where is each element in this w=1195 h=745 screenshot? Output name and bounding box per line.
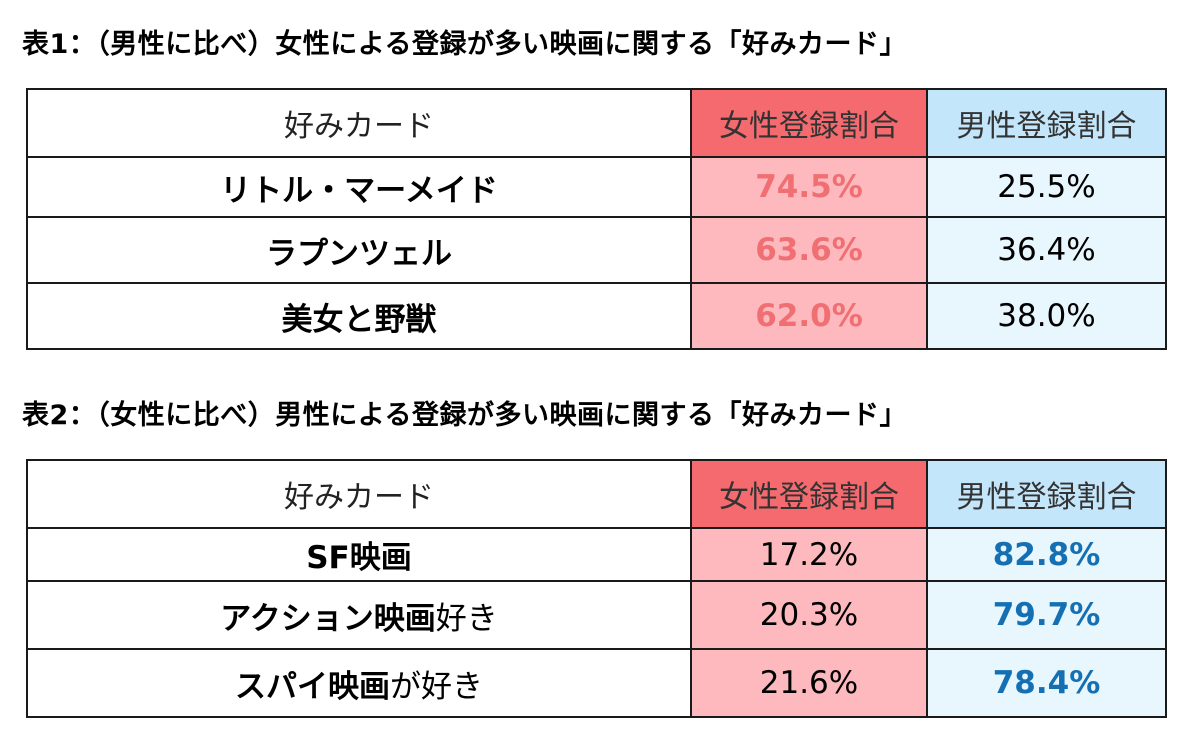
header-male-ratio: 男性登録割合 — [926, 459, 1167, 529]
female-ratio-cell: 63.6% — [690, 216, 928, 284]
male-ratio-cell: 82.8% — [926, 527, 1167, 582]
male-ratio-cell: 38.0% — [926, 282, 1167, 350]
female-ratio-cell: 74.5% — [690, 156, 928, 218]
male-ratio-cell: 25.5% — [926, 156, 1167, 218]
table-row: ラプンツェル 63.6% 36.4% — [26, 216, 1167, 284]
table-row: リトル・マーメイド 74.5% 25.5% — [26, 156, 1167, 218]
card-name: SF映画 — [26, 527, 692, 582]
female-ratio-cell: 20.3% — [690, 580, 928, 650]
header-card: 好みカード — [26, 88, 692, 158]
female-ratio-cell: 17.2% — [690, 527, 928, 582]
card-name: アクション映画好き — [26, 580, 692, 650]
table-header-row: 好みカード 女性登録割合 男性登録割合 — [26, 459, 1167, 529]
female-ratio-cell: 21.6% — [690, 648, 928, 718]
table-row: アクション映画好き 20.3% 79.7% — [26, 580, 1167, 650]
card-name: スパイ映画が好き — [26, 648, 692, 718]
card-name: リトル・マーメイド — [26, 156, 692, 218]
card-name: ラプンツェル — [26, 216, 692, 284]
table1-title: 表1：（男性に比べ）女性による登録が多い映画に関する「好みカード」 — [22, 29, 907, 60]
table-header-row: 好みカード 女性登録割合 男性登録割合 — [26, 88, 1167, 158]
table2-title: 表2：（女性に比べ）男性による登録が多い映画に関する「好みカード」 — [22, 400, 907, 431]
male-ratio-cell: 78.4% — [926, 648, 1167, 718]
table-row: SF映画 17.2% 82.8% — [26, 527, 1167, 582]
header-female-ratio: 女性登録割合 — [690, 459, 928, 529]
female-ratio-cell: 62.0% — [690, 282, 928, 350]
table-row: 美女と野獣 62.0% 38.0% — [26, 282, 1167, 350]
table1: 好みカード 女性登録割合 男性登録割合 リトル・マーメイド 74.5% 25.5… — [26, 88, 1167, 350]
male-ratio-cell: 36.4% — [926, 216, 1167, 284]
header-card: 好みカード — [26, 459, 692, 529]
table2: 好みカード 女性登録割合 男性登録割合 SF映画 17.2% 82.8% アクシ… — [26, 459, 1167, 718]
card-name: 美女と野獣 — [26, 282, 692, 350]
header-male-ratio: 男性登録割合 — [926, 88, 1167, 158]
male-ratio-cell: 79.7% — [926, 580, 1167, 650]
header-female-ratio: 女性登録割合 — [690, 88, 928, 158]
table-row: スパイ映画が好き 21.6% 78.4% — [26, 648, 1167, 718]
